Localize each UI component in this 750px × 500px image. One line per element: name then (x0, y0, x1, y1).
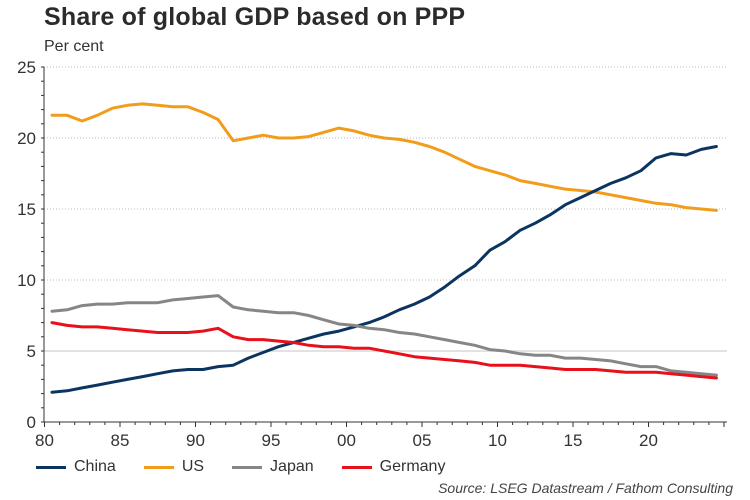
x-tick-label: 80 (35, 431, 54, 450)
y-tick-label: 5 (27, 342, 36, 361)
series-line-us (50, 102, 718, 212)
legend-swatch-germany (341, 465, 372, 469)
legend-label-japan: Japan (270, 458, 314, 475)
chart-title: Share of global GDP based on PPP (44, 3, 466, 31)
y-tick-label: 25 (17, 58, 36, 77)
legend-swatch-japan (232, 465, 263, 469)
legend-item-us: US (143, 458, 205, 476)
y-tick-label: 0 (27, 413, 36, 432)
series-line-germany (50, 321, 718, 380)
x-tick-label: 00 (337, 431, 356, 450)
series-lines (50, 102, 718, 394)
x-tick-label: 20 (639, 431, 658, 450)
x-tick-label: 90 (186, 431, 205, 450)
x-tick-label: 15 (564, 431, 583, 450)
series-line-china (50, 145, 718, 394)
legend-swatch-china (36, 465, 66, 469)
x-tick-label: 05 (413, 431, 432, 450)
legend-label-china: China (74, 458, 116, 475)
y-axis-unit-label: Per cent (44, 38, 104, 55)
y-tick-label: 20 (17, 129, 36, 148)
legend-swatch-us (143, 465, 174, 469)
gridlines (44, 66, 727, 352)
x-tick-label: 95 (262, 431, 281, 450)
legend: China US Japan Germany (36, 458, 473, 476)
x-tick-label: 10 (488, 431, 507, 450)
y-tick-label: 15 (17, 200, 36, 219)
legend-item-japan: Japan (232, 458, 314, 476)
legend-item-germany: Germany (341, 458, 446, 476)
legend-label-us: US (181, 458, 205, 475)
legend-label-germany: Germany (379, 458, 446, 475)
legend-item-china: China (36, 458, 116, 476)
source-note: Source: LSEG Datastream / Fathom Consult… (438, 480, 733, 496)
axes (41, 66, 727, 427)
series-line-japan (50, 294, 718, 377)
x-tick-label: 85 (111, 431, 130, 450)
y-tick-label: 10 (17, 271, 36, 290)
